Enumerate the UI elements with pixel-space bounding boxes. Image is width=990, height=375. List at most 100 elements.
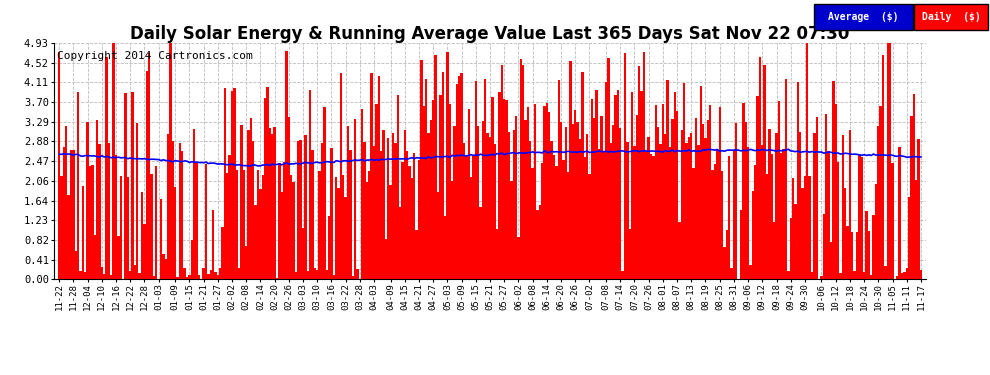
Bar <box>574 110 576 279</box>
Bar <box>532 168 534 279</box>
Bar <box>292 182 295 279</box>
Bar <box>751 191 754 279</box>
Bar <box>148 53 150 279</box>
Bar <box>858 155 860 279</box>
Bar <box>295 272 297 279</box>
Bar <box>425 79 428 279</box>
Bar <box>266 87 268 279</box>
Bar <box>496 229 498 279</box>
Bar <box>550 141 552 279</box>
Bar <box>243 170 246 279</box>
Bar <box>889 43 891 279</box>
Bar <box>380 151 382 279</box>
Bar <box>681 130 683 279</box>
Bar <box>234 88 236 279</box>
Bar <box>607 58 610 279</box>
Bar <box>619 128 622 279</box>
Bar <box>335 177 338 279</box>
Bar <box>120 176 122 279</box>
Bar <box>631 92 634 279</box>
Bar <box>896 276 899 279</box>
Bar <box>697 145 700 279</box>
Bar <box>867 231 870 279</box>
Bar <box>801 188 804 279</box>
Bar <box>321 143 323 279</box>
Bar <box>472 156 474 279</box>
Bar <box>404 130 406 279</box>
Bar <box>198 276 200 279</box>
Bar <box>654 105 657 279</box>
Bar <box>837 162 840 279</box>
Bar <box>863 272 865 279</box>
Bar <box>387 138 389 279</box>
Bar <box>603 152 605 279</box>
Bar <box>397 95 399 279</box>
Bar <box>615 95 617 279</box>
Bar <box>290 176 292 279</box>
Bar <box>714 164 716 279</box>
Bar <box>261 175 264 279</box>
Bar <box>683 83 685 279</box>
Bar <box>179 143 181 279</box>
Bar <box>735 123 738 279</box>
Bar <box>432 100 435 279</box>
Bar <box>537 210 539 279</box>
Bar <box>368 171 370 279</box>
Bar <box>804 176 806 279</box>
Bar <box>797 82 799 279</box>
Bar <box>79 271 81 279</box>
Bar <box>593 117 595 279</box>
Bar <box>302 228 304 279</box>
Bar <box>82 186 84 279</box>
Bar <box>673 93 676 279</box>
Bar <box>428 133 430 279</box>
Bar <box>413 153 416 279</box>
Bar <box>444 216 446 279</box>
Bar <box>638 66 641 279</box>
Bar <box>731 268 733 279</box>
Bar <box>821 276 823 279</box>
Bar <box>671 119 673 279</box>
Bar <box>486 133 489 279</box>
Bar <box>311 150 314 279</box>
Bar <box>164 260 167 279</box>
Bar <box>86 122 89 279</box>
Bar <box>252 141 254 279</box>
Bar <box>190 240 193 279</box>
Bar <box>908 197 910 279</box>
Bar <box>749 265 751 279</box>
Bar <box>622 271 624 279</box>
Bar <box>610 142 612 279</box>
Bar <box>103 274 105 279</box>
Bar <box>882 55 884 279</box>
Bar <box>195 163 198 279</box>
Bar <box>129 271 132 279</box>
Bar <box>541 163 544 279</box>
Bar <box>280 192 283 279</box>
Bar <box>67 195 70 279</box>
Bar <box>659 144 661 279</box>
Bar <box>411 178 413 279</box>
Bar <box>877 126 879 279</box>
Bar <box>222 227 224 279</box>
Bar <box>273 128 276 279</box>
Bar <box>746 147 749 279</box>
Bar <box>474 81 477 279</box>
Bar <box>361 110 363 279</box>
Bar <box>768 129 770 279</box>
Bar <box>645 151 647 279</box>
Bar <box>467 110 470 279</box>
Bar <box>636 115 638 279</box>
Bar <box>174 186 176 279</box>
Bar <box>761 145 763 279</box>
Bar <box>903 272 906 279</box>
Bar <box>799 132 801 279</box>
Bar <box>442 72 444 279</box>
Bar <box>401 162 404 279</box>
Bar <box>624 53 626 279</box>
Bar <box>835 104 837 279</box>
Bar <box>557 80 560 279</box>
Bar <box>338 188 340 279</box>
Bar <box>758 57 761 279</box>
Bar <box>482 121 484 279</box>
